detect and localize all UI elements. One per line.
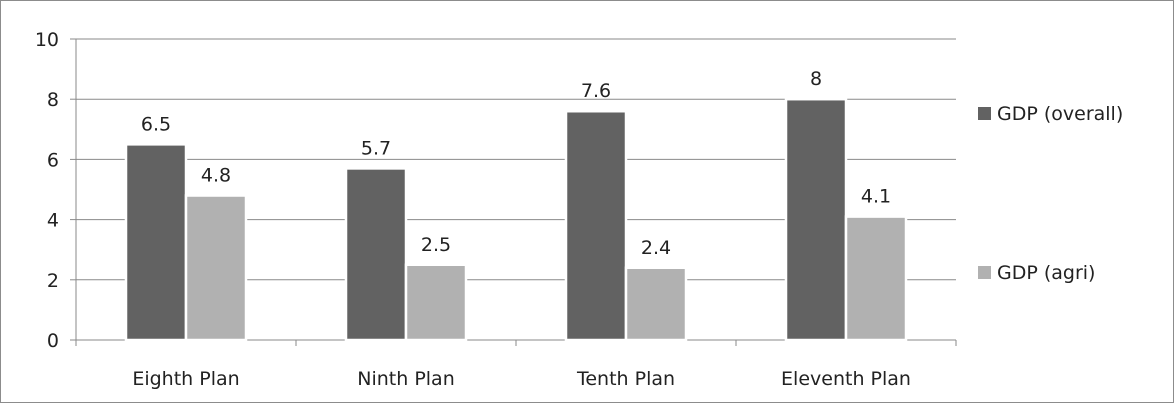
- x-tick-label: Eighth Plan: [132, 368, 239, 390]
- legend-label: GDP (overall): [997, 103, 1123, 125]
- bar: [344, 167, 408, 342]
- data-labels: 6.5 4.8 5.7 2.5 7.6 2.4 8 4.1: [141, 68, 891, 259]
- legend-label: GDP (agri): [997, 262, 1095, 284]
- bars: [124, 97, 908, 342]
- data-label: 8: [810, 68, 822, 90]
- bar: [564, 109, 628, 342]
- data-label: 2.4: [641, 237, 671, 259]
- data-label: 7.6: [581, 80, 611, 102]
- legend-swatch: [978, 107, 991, 120]
- bar: [124, 143, 188, 342]
- bar: [624, 266, 688, 342]
- bar: [184, 194, 248, 342]
- y-tick-label: 0: [47, 330, 59, 352]
- y-tick-label: 10: [35, 29, 59, 51]
- legend-swatch: [978, 266, 991, 279]
- data-label: 5.7: [361, 137, 391, 159]
- bar: [784, 97, 848, 342]
- bar: [844, 215, 908, 342]
- y-tick-label: 4: [47, 210, 59, 232]
- x-tick-label: Tenth Plan: [576, 368, 675, 390]
- legend: GDP (overall) GDP (agri): [978, 103, 1123, 284]
- bar: [404, 263, 468, 342]
- y-tick-label: 6: [47, 149, 59, 171]
- data-label: 4.1: [861, 186, 891, 208]
- y-tick-label: 2: [47, 270, 59, 292]
- x-tick-label: Eleventh Plan: [781, 368, 911, 390]
- x-tick-label: Ninth Plan: [357, 368, 455, 390]
- data-label: 4.8: [201, 165, 231, 187]
- data-label: 6.5: [141, 113, 171, 135]
- data-label: 2.5: [421, 234, 451, 256]
- y-tick-label: 8: [47, 89, 59, 111]
